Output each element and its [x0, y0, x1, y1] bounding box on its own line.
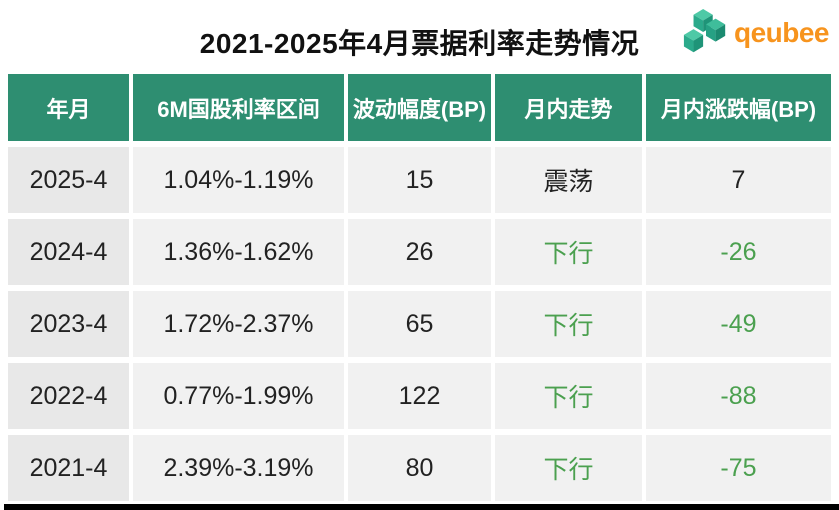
cell-volatility: 65	[348, 291, 491, 357]
cell-trend: 下行	[495, 363, 642, 429]
logo-wordmark: qeubee	[733, 17, 830, 48]
bottom-bar	[4, 504, 839, 510]
cell-volatility: 122	[348, 363, 491, 429]
header-cell-trend: 月内走势	[495, 74, 642, 141]
cell-change: -88	[646, 363, 831, 429]
rates-table: 年月 6M国股利率区间 波动幅度(BP) 月内走势 月内涨跌幅(BP) 2025…	[8, 74, 831, 501]
cell-change: 7	[646, 147, 831, 213]
cell-range: 1.72%-2.37%	[133, 291, 344, 357]
page-header: 2021-2025年4月票据利率走势情况 qeubee	[0, 0, 839, 72]
cell-trend: 下行	[495, 219, 642, 285]
cell-year: 2024-4	[8, 219, 129, 285]
cell-range: 1.04%-1.19%	[133, 147, 344, 213]
header-cell-change: 月内涨跌幅(BP)	[646, 74, 831, 141]
cell-trend: 震荡	[495, 147, 642, 213]
header-cell-range: 6M国股利率区间	[133, 74, 344, 141]
cell-volatility: 80	[348, 435, 491, 501]
cell-volatility: 15	[348, 147, 491, 213]
cell-trend: 下行	[495, 435, 642, 501]
cell-year: 2022-4	[8, 363, 129, 429]
cell-year: 2025-4	[8, 147, 129, 213]
cell-year: 2021-4	[8, 435, 129, 501]
cell-change: -49	[646, 291, 831, 357]
cell-trend: 下行	[495, 291, 642, 357]
cell-change: -75	[646, 435, 831, 501]
header-cell-volatility: 波动幅度(BP)	[348, 74, 491, 141]
cubes-icon	[683, 9, 726, 53]
qeubee-logo: qeubee	[682, 8, 830, 58]
cell-range: 2.39%-3.19%	[133, 435, 344, 501]
cell-range: 1.36%-1.62%	[133, 219, 344, 285]
cell-change: -26	[646, 219, 831, 285]
cell-year: 2023-4	[8, 291, 129, 357]
cell-range: 0.77%-1.99%	[133, 363, 344, 429]
cell-volatility: 26	[348, 219, 491, 285]
page-title: 2021-2025年4月票据利率走势情况	[199, 28, 640, 59]
header-cell-year: 年月	[8, 74, 129, 141]
